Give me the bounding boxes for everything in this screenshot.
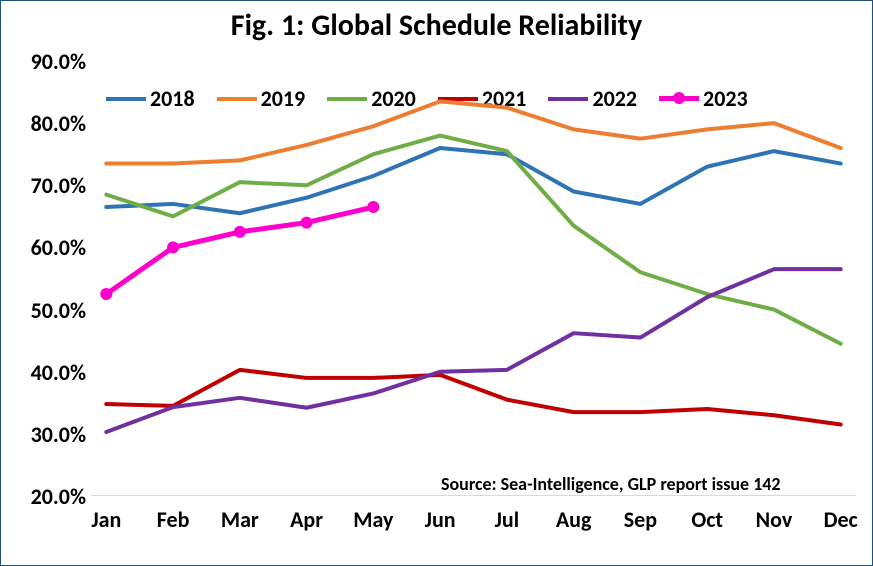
chart-frame: Fig. 1: Global Schedule Reliability 2018… xyxy=(0,0,873,566)
series-line-2023 xyxy=(106,207,373,294)
series-marker-2023 xyxy=(100,288,112,300)
series-marker-2023 xyxy=(234,226,246,238)
series-marker-2023 xyxy=(167,241,179,253)
plot-svg xyxy=(91,61,856,496)
x-tick-label: Mar xyxy=(210,506,270,533)
y-tick-label: 50.0% xyxy=(6,297,86,324)
x-tick-label: Dec xyxy=(811,506,871,533)
x-tick-label: Nov xyxy=(744,506,804,533)
y-tick-label: 90.0% xyxy=(6,48,86,75)
x-tick-label: Jan xyxy=(76,506,136,533)
chart-title: Fig. 1: Global Schedule Reliability xyxy=(1,7,872,44)
series-marker-2023 xyxy=(301,217,313,229)
x-tick-label: Sep xyxy=(610,506,670,533)
series-marker-2023 xyxy=(367,201,379,213)
y-tick-label: 20.0% xyxy=(6,483,86,510)
x-tick-label: Jun xyxy=(410,506,470,533)
y-tick-label: 80.0% xyxy=(6,110,86,137)
x-tick-label: Aug xyxy=(544,506,604,533)
y-tick-label: 70.0% xyxy=(6,172,86,199)
y-tick-label: 40.0% xyxy=(6,359,86,386)
x-tick-label: Apr xyxy=(277,506,337,533)
x-tick-label: Jul xyxy=(477,506,537,533)
y-tick-label: 30.0% xyxy=(6,421,86,448)
x-tick-label: May xyxy=(343,506,403,533)
plot-area xyxy=(91,61,856,496)
y-tick-label: 60.0% xyxy=(6,234,86,261)
x-tick-label: Feb xyxy=(143,506,203,533)
series-line-2018 xyxy=(106,148,840,213)
series-line-2022 xyxy=(106,269,840,432)
series-line-2021 xyxy=(106,370,840,425)
series-line-2019 xyxy=(106,101,840,163)
x-tick-label: Oct xyxy=(677,506,737,533)
